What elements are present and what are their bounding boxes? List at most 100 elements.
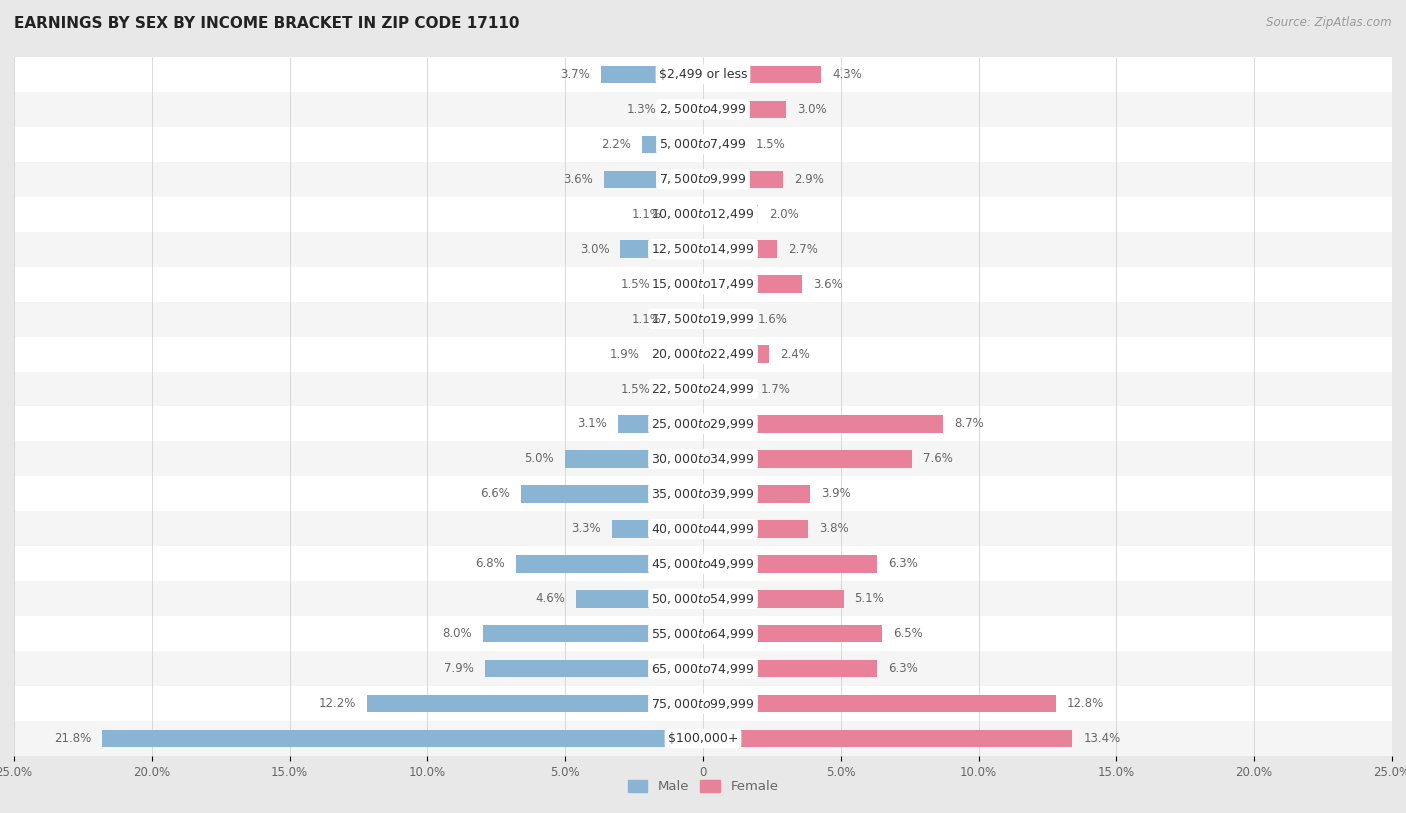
- Text: 1.1%: 1.1%: [631, 208, 662, 220]
- Text: 2.0%: 2.0%: [769, 208, 799, 220]
- Bar: [703, 171, 783, 188]
- Text: 1.5%: 1.5%: [755, 138, 785, 150]
- Bar: [620, 241, 703, 258]
- Text: 3.8%: 3.8%: [818, 523, 848, 535]
- Bar: [14, 441, 1392, 476]
- Text: $65,000 to $74,999: $65,000 to $74,999: [651, 662, 755, 676]
- Bar: [703, 206, 758, 223]
- Text: 4.6%: 4.6%: [536, 593, 565, 605]
- Bar: [485, 660, 703, 677]
- Bar: [643, 136, 703, 153]
- Legend: Male, Female: Male, Female: [623, 775, 783, 798]
- Text: 3.0%: 3.0%: [797, 103, 827, 115]
- Text: $22,500 to $24,999: $22,500 to $24,999: [651, 382, 755, 396]
- Bar: [14, 581, 1392, 616]
- Bar: [367, 695, 703, 712]
- Bar: [703, 730, 1073, 747]
- Bar: [14, 651, 1392, 686]
- Text: 3.1%: 3.1%: [576, 418, 606, 430]
- Bar: [703, 520, 807, 537]
- Text: 2.4%: 2.4%: [780, 348, 810, 360]
- Text: 7.9%: 7.9%: [444, 663, 474, 675]
- Text: 8.0%: 8.0%: [441, 628, 471, 640]
- Bar: [662, 380, 703, 398]
- Text: $5,000 to $7,499: $5,000 to $7,499: [659, 137, 747, 151]
- Bar: [703, 695, 1056, 712]
- Bar: [662, 276, 703, 293]
- Bar: [617, 415, 703, 433]
- Bar: [703, 415, 943, 433]
- Text: 5.0%: 5.0%: [524, 453, 554, 465]
- Bar: [703, 380, 749, 398]
- Bar: [703, 555, 876, 572]
- Bar: [14, 476, 1392, 511]
- Bar: [651, 346, 703, 363]
- Bar: [703, 590, 844, 607]
- Bar: [703, 311, 747, 328]
- Text: 7.6%: 7.6%: [924, 453, 953, 465]
- Bar: [14, 721, 1392, 756]
- Bar: [14, 57, 1392, 92]
- Text: 1.5%: 1.5%: [621, 383, 651, 395]
- Bar: [703, 660, 876, 677]
- Bar: [703, 450, 912, 467]
- Text: 6.3%: 6.3%: [887, 558, 917, 570]
- Text: 21.8%: 21.8%: [53, 733, 91, 745]
- Bar: [703, 241, 778, 258]
- Text: $55,000 to $64,999: $55,000 to $64,999: [651, 627, 755, 641]
- Bar: [672, 206, 703, 223]
- Bar: [14, 406, 1392, 441]
- Text: 1.3%: 1.3%: [627, 103, 657, 115]
- Text: $50,000 to $54,999: $50,000 to $54,999: [651, 592, 755, 606]
- Bar: [14, 92, 1392, 127]
- Text: $25,000 to $29,999: $25,000 to $29,999: [651, 417, 755, 431]
- Bar: [703, 485, 810, 502]
- Bar: [14, 197, 1392, 232]
- Text: 1.5%: 1.5%: [621, 278, 651, 290]
- Text: $30,000 to $34,999: $30,000 to $34,999: [651, 452, 755, 466]
- Text: $75,000 to $99,999: $75,000 to $99,999: [651, 697, 755, 711]
- Text: 2.7%: 2.7%: [789, 243, 818, 255]
- Bar: [703, 66, 821, 83]
- Bar: [14, 162, 1392, 197]
- Bar: [14, 372, 1392, 406]
- Text: $10,000 to $12,499: $10,000 to $12,499: [651, 207, 755, 221]
- Bar: [522, 485, 703, 502]
- Text: 3.6%: 3.6%: [813, 278, 844, 290]
- Text: 3.0%: 3.0%: [579, 243, 609, 255]
- Bar: [14, 511, 1392, 546]
- Text: 1.7%: 1.7%: [761, 383, 790, 395]
- Text: 3.7%: 3.7%: [560, 68, 591, 80]
- Bar: [14, 232, 1392, 267]
- Text: $15,000 to $17,499: $15,000 to $17,499: [651, 277, 755, 291]
- Bar: [703, 346, 769, 363]
- Text: 2.9%: 2.9%: [794, 173, 824, 185]
- Bar: [672, 311, 703, 328]
- Bar: [14, 616, 1392, 651]
- Text: 13.4%: 13.4%: [1083, 733, 1121, 745]
- Text: $17,500 to $19,999: $17,500 to $19,999: [651, 312, 755, 326]
- Text: $100,000+: $100,000+: [668, 733, 738, 745]
- Text: 2.2%: 2.2%: [602, 138, 631, 150]
- Text: 6.8%: 6.8%: [475, 558, 505, 570]
- Text: $20,000 to $22,499: $20,000 to $22,499: [651, 347, 755, 361]
- Text: $7,500 to $9,999: $7,500 to $9,999: [659, 172, 747, 186]
- Bar: [612, 520, 703, 537]
- Text: 1.1%: 1.1%: [631, 313, 662, 325]
- Bar: [103, 730, 703, 747]
- Text: 3.3%: 3.3%: [571, 523, 600, 535]
- Bar: [14, 546, 1392, 581]
- Text: 4.3%: 4.3%: [832, 68, 862, 80]
- Bar: [703, 276, 803, 293]
- Bar: [516, 555, 703, 572]
- Text: 8.7%: 8.7%: [953, 418, 984, 430]
- Text: Source: ZipAtlas.com: Source: ZipAtlas.com: [1267, 16, 1392, 29]
- Text: 3.6%: 3.6%: [562, 173, 593, 185]
- Text: $12,500 to $14,999: $12,500 to $14,999: [651, 242, 755, 256]
- Text: 1.9%: 1.9%: [610, 348, 640, 360]
- Text: $45,000 to $49,999: $45,000 to $49,999: [651, 557, 755, 571]
- Bar: [600, 66, 703, 83]
- Text: 6.3%: 6.3%: [887, 663, 917, 675]
- Bar: [703, 136, 744, 153]
- Bar: [603, 171, 703, 188]
